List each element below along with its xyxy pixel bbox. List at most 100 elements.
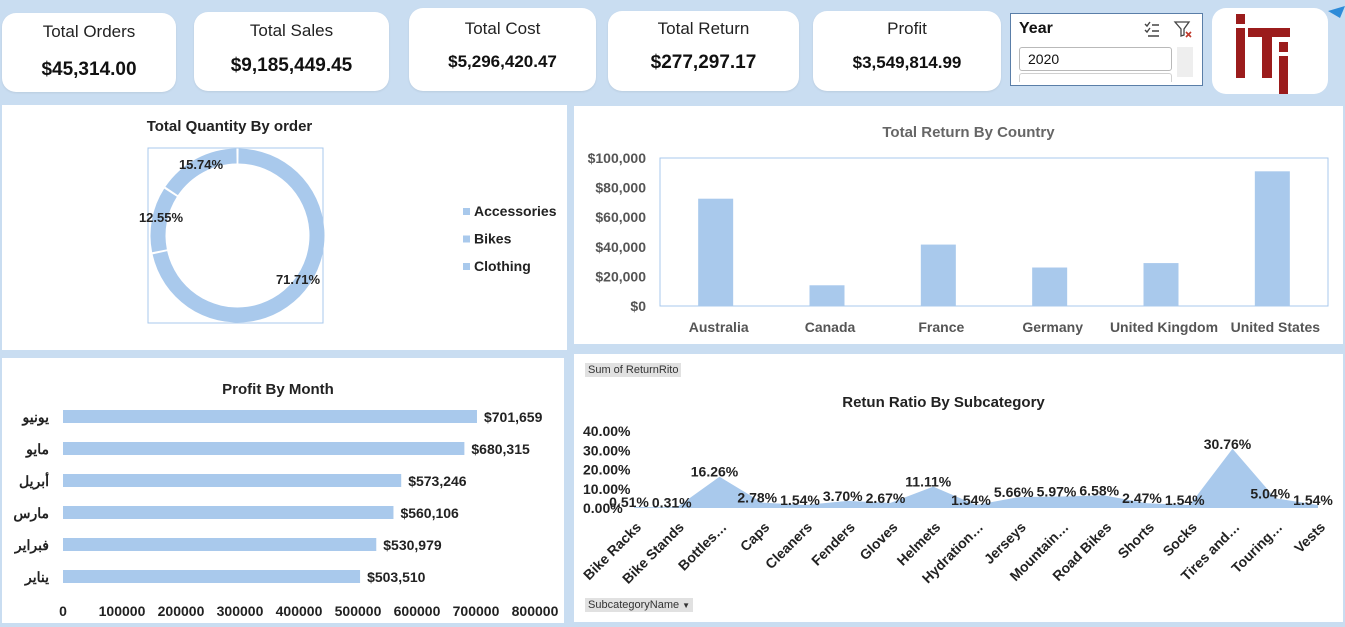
x-tick-label: 0	[59, 603, 67, 619]
kpi-title: Profit	[887, 19, 927, 38]
data-label: 30.76%	[1204, 436, 1252, 452]
data-label: 5.97%	[1037, 484, 1077, 500]
kpi-title: Total Return	[657, 19, 750, 38]
sum-field-button[interactable]: Sum of ReturnRito	[585, 363, 682, 377]
donut-chart[interactable]: 71.71% 12.55% 15.74% Accessories Bikes Clothi…	[2, 105, 567, 350]
donut-slice	[150, 188, 177, 253]
legend-label: Accessories	[474, 203, 557, 219]
country-bar	[1143, 263, 1179, 306]
y-tick-label: $80,000	[595, 180, 646, 196]
y-tick-label: يونيو	[22, 409, 50, 426]
y-tick-label: فبراير	[14, 537, 49, 554]
axis-field-label: SubcategoryName	[588, 599, 680, 611]
year-slicer[interactable]: Year 2020	[1010, 13, 1203, 86]
data-label: 3.70%	[823, 488, 863, 504]
y-tick-label: مايو	[25, 441, 49, 458]
data-label: 16.26%	[691, 464, 739, 480]
clear-filter-icon[interactable]	[1173, 19, 1193, 39]
country-bar-chart[interactable]: $0 $20,000 $40,000 $60,000 $80,000 $100,000 Au…	[574, 106, 1343, 344]
iti-logo-mark	[1236, 14, 1290, 96]
country-bar	[920, 244, 956, 306]
kpi-card-sales: Total Sales $9,185,449.45	[194, 12, 389, 91]
data-label: 1.54%	[951, 492, 991, 508]
x-tick-label: Fenders	[808, 519, 858, 569]
ratio-area-chart[interactable]: 0.00%10.00%20.00%30.00%40.00%0.51%Bike R…	[574, 354, 1343, 622]
data-label: 12.55%	[139, 210, 184, 225]
month-bar	[63, 410, 477, 423]
chart-title: Total Return By Country	[882, 124, 1055, 141]
legend-marker	[463, 208, 470, 215]
x-tick-label: Australia	[689, 319, 749, 335]
x-tick-label: Socks	[1159, 519, 1200, 560]
slicer-item-label: 2020	[1028, 51, 1060, 67]
legend-marker	[463, 263, 470, 270]
chart-title: Profit By Month	[222, 381, 334, 398]
data-label: 2.47%	[1122, 490, 1162, 506]
y-tick-label: 20.00%	[583, 462, 631, 478]
x-tick-label: Vests	[1291, 519, 1328, 556]
quantity-panel: Total Quantity By order 71.71% 12.55% 15.7…	[2, 105, 567, 350]
kpi-value: $45,314.00	[41, 59, 137, 80]
data-label: $701,659	[484, 409, 543, 425]
country-bar	[1032, 267, 1068, 306]
kpi-card-return: Total Return $277,297.17	[608, 11, 799, 91]
kpi-value: $277,297.17	[650, 52, 757, 73]
slicer-scrollbar[interactable]	[1177, 47, 1193, 77]
y-tick-label: $40,000	[595, 239, 646, 255]
x-tick-label: 800000	[512, 603, 559, 619]
data-label: 5.66%	[994, 484, 1034, 500]
slicer-item-next[interactable]	[1019, 73, 1172, 82]
month-bar-chart[interactable]: $701,659 يونيو $680,315 مايو $573,246 أبريل $5…	[2, 358, 564, 623]
data-label: $503,510	[367, 569, 426, 585]
data-label: 15.74%	[179, 157, 224, 172]
x-tick-label: United Kingdom	[1110, 319, 1218, 335]
profit-month-panel: Profit By Month $701,659 يونيو $680,315 ماي…	[2, 358, 564, 623]
y-tick-label: يناير	[24, 569, 49, 586]
kpi-card-cost: Total Cost $5,296,420.47	[409, 8, 596, 91]
data-label: 2.78%	[737, 490, 777, 506]
chart-title: Total Quantity By order	[146, 118, 313, 135]
kpi-value: $9,185,449.45	[230, 55, 353, 76]
x-tick-label: 700000	[453, 603, 500, 619]
x-tick-label: 100000	[99, 603, 146, 619]
chart-title: Retun Ratio By Subcategory	[842, 394, 1045, 411]
data-label: $560,106	[400, 505, 459, 521]
data-label: 0.51%	[609, 494, 649, 510]
axis-field-button[interactable]: SubcategoryName ▼	[585, 598, 694, 612]
x-tick-label: Germany	[1022, 319, 1083, 335]
kpi-title: Total Orders	[42, 22, 136, 41]
y-tick-label: أبريل	[19, 471, 49, 490]
x-tick-label: Shorts	[1114, 519, 1157, 562]
x-tick-label: 400000	[276, 603, 323, 619]
data-label: 6.58%	[1079, 482, 1119, 498]
data-label: 1.54%	[1293, 492, 1333, 508]
slicer-item-2020[interactable]: 2020	[1019, 47, 1172, 71]
legend-marker	[463, 235, 470, 243]
x-tick-label: France	[918, 319, 964, 335]
data-label: 1.54%	[1165, 492, 1205, 508]
return-country-panel: Total Return By Country $0 $20,000 $40,000…	[574, 106, 1343, 344]
data-label: 71.71%	[276, 272, 321, 287]
month-bar	[63, 570, 361, 583]
kpi-card-orders: Total Orders $45,314.00	[2, 13, 176, 92]
multi-select-icon[interactable]	[1143, 20, 1161, 38]
month-bar	[63, 538, 377, 551]
x-tick-label: Canada	[805, 319, 856, 335]
y-tick-label: 40.00%	[583, 423, 631, 439]
y-tick-label: 10.00%	[583, 481, 631, 497]
data-label: $573,246	[408, 473, 467, 489]
x-tick-label: 300000	[217, 603, 264, 619]
month-bar	[63, 474, 402, 487]
month-bar	[63, 442, 465, 455]
data-label: $530,979	[383, 537, 442, 553]
dropdown-arrow-icon: ▼	[682, 601, 691, 610]
y-tick-label: $0	[630, 298, 646, 314]
plot-area-border	[659, 157, 1329, 307]
x-tick-label: Cleaners	[762, 519, 815, 572]
y-tick-label: مارس	[13, 505, 49, 522]
data-label: $680,315	[471, 441, 530, 457]
x-tick-label: 500000	[335, 603, 382, 619]
country-bar	[698, 198, 734, 306]
x-tick-label: Caps	[737, 519, 773, 555]
y-tick-label: 30.00%	[583, 442, 631, 458]
